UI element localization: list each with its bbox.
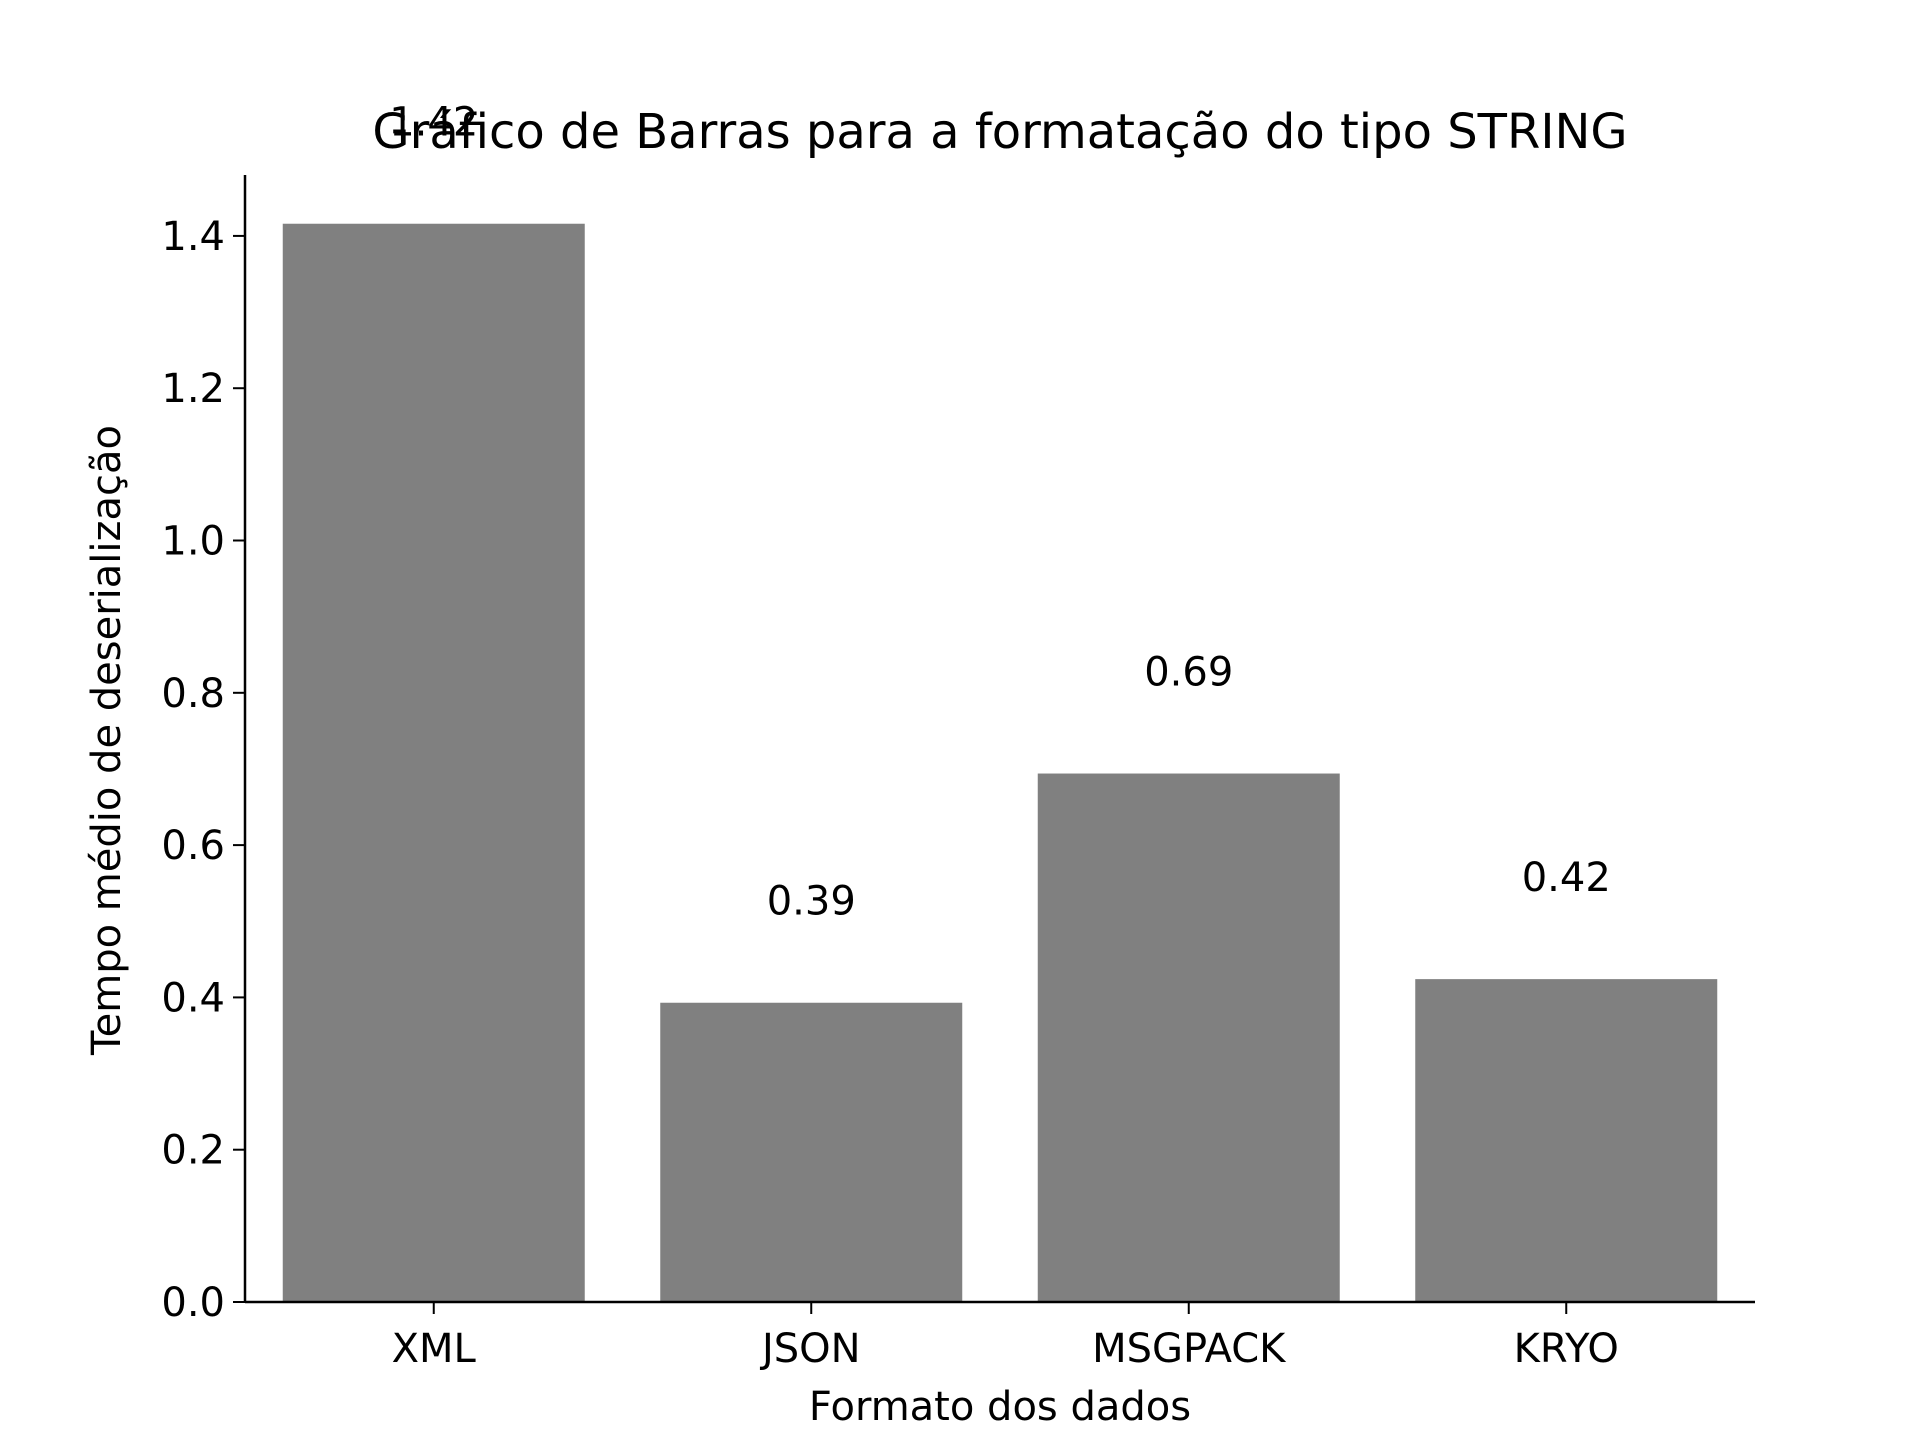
x-tick-label-msgpack: MSGPACK <box>1092 1326 1287 1372</box>
bar-json <box>660 1002 963 1302</box>
y-tick-label: 0.6 <box>161 823 225 869</box>
x-tick-label-json: JSON <box>759 1326 861 1372</box>
data-label-msgpack: 0.69 <box>1144 650 1233 696</box>
bar-xml <box>282 223 585 1303</box>
y-tick-label: 1.0 <box>161 519 225 565</box>
y-tick-label: 0.0 <box>161 1280 225 1326</box>
data-label-json: 0.39 <box>767 879 856 925</box>
y-tick-label: 0.8 <box>161 671 225 717</box>
bar-kryo <box>1415 979 1718 1302</box>
data-label-kryo: 0.42 <box>1522 855 1611 901</box>
plot-area: 1.42 XML 0.39 JSON 0.69 MSGPACK 0.42 KRYO 0.0 0.2… <box>161 100 1755 1372</box>
data-label-xml: 1.42 <box>389 100 478 146</box>
y-tick-label: 0.2 <box>161 1128 225 1174</box>
y-tick-label: 1.2 <box>161 366 225 412</box>
x-axis-label: Formato dos dados <box>809 1384 1191 1430</box>
y-tick-label: 1.4 <box>161 214 225 260</box>
y-tick-label: 0.4 <box>161 975 225 1021</box>
bar-msgpack <box>1037 773 1340 1302</box>
x-tick-label-xml: XML <box>392 1326 477 1372</box>
x-tick-label-kryo: KRYO <box>1514 1326 1619 1372</box>
y-axis-label: Tempo médio de deserialização <box>84 425 130 1056</box>
chart-title: Gráfico de Barras para a formatação do t… <box>372 104 1627 160</box>
